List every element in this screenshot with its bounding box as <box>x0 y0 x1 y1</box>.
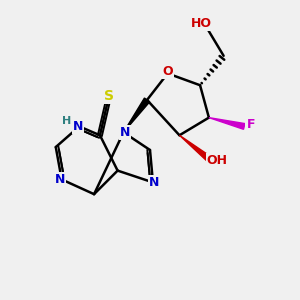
Text: H: H <box>62 116 72 126</box>
Text: S: S <box>104 88 114 103</box>
Text: F: F <box>247 118 255 131</box>
Text: N: N <box>73 120 83 133</box>
Text: N: N <box>149 176 160 189</box>
Text: N: N <box>55 173 65 186</box>
Text: O: O <box>162 65 173 79</box>
Text: OH: OH <box>207 154 228 167</box>
Polygon shape <box>124 98 150 132</box>
Polygon shape <box>209 118 245 129</box>
Text: N: N <box>120 126 130 139</box>
Text: HO: HO <box>191 17 212 31</box>
Polygon shape <box>179 135 211 161</box>
